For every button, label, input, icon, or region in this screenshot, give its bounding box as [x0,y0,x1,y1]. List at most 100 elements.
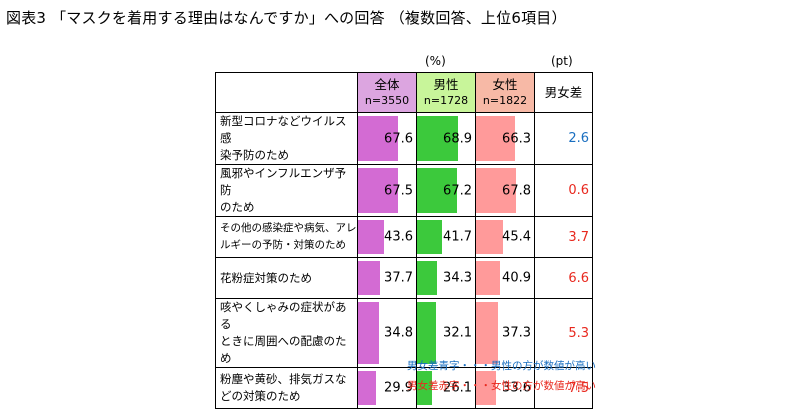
bar-all [358,116,398,161]
bar-male [417,220,442,254]
value-male: 34.3 [443,270,472,286]
value-male: 26.1 [443,380,472,396]
note-blue: 男女差青字・・・男性の方が数値が高い [407,360,596,372]
cell-all: 67.6 [357,112,417,165]
header-diff: 男女差 [534,72,593,113]
cell-all: 37.7 [357,257,417,299]
value-female: 33.6 [502,380,531,396]
value-female: 45.4 [502,229,531,245]
table-row: その他の感染症や病気、アレ ルギーの予防・対策のため 43.6 41.7 45.4 3.7 [215,216,593,258]
value-diff: 0.6 [534,164,593,217]
table-body: 新型コロナなどウイルス感 染予防のため 67.6 68.9 66.3 2.6 風邪やインフル… [215,112,593,409]
cell-female: 37.3 [475,298,535,368]
row-label-line: ルギーの予防・対策のため [220,239,346,251]
header-all-name: 全体 [374,76,400,92]
cell-male: 34.3 [416,257,476,299]
header-row: 全体 n=3550 男性 n=1728 女性 n=1822 男女差 [215,72,593,113]
header-male-n: n=1728 [423,93,469,107]
value-all: 29.9 [384,380,413,396]
header-all: 全体 n=3550 [357,72,417,113]
header-all-n: n=3550 [364,93,410,107]
bar-all [358,371,376,405]
row-label-line: どの対策のため [220,389,301,403]
bar-male [417,302,436,364]
cell-male: 32.1 [416,298,476,368]
cell-female: 66.3 [475,112,535,165]
value-all: 37.7 [384,270,413,286]
value-male: 41.7 [443,229,472,245]
bar-all [358,261,381,295]
cell-male: 26.1 [416,367,476,409]
row-label: 新型コロナなどウイルス感染予防のため [215,112,358,165]
row-label: 咳やくしゃみの症状がある ときに周囲への配慮のため [215,298,358,368]
header-blank [215,72,358,113]
row-label-line: のため [220,200,255,214]
row-label-line: 染予防のため [220,148,289,162]
value-diff: 3.7 [534,216,593,258]
cell-female: 45.4 [475,216,535,258]
header-female: 女性 n=1822 [475,72,535,113]
table-row: 新型コロナなどウイルス感染予防のため 67.6 68.9 66.3 2.6 [215,112,593,165]
value-female: 37.3 [502,325,531,341]
header-diff-name: 男女差 [544,84,583,100]
row-label-line: その他の感染症や病気、アレ [220,222,357,234]
cell-male: 67.2 [416,164,476,217]
cell-female: 33.6 [475,367,535,409]
row-label: 粉塵や黄砂、排気ガスな どの対策のため [215,367,358,409]
cell-male: 68.9 [416,112,476,165]
row-label: 風邪やインフルエンザ予防のため [215,164,358,217]
value-all: 43.6 [384,229,413,245]
cell-female: 67.8 [475,164,535,217]
bar-all [358,168,398,213]
cell-all: 43.6 [357,216,417,258]
cell-all: 67.5 [357,164,417,217]
row-label-line: 咳やくしゃみの症状がある [220,300,347,331]
row-label-line: 粉塵や黄砂、排気ガスな [220,372,347,386]
bar-all [358,302,379,364]
value-male: 67.2 [443,183,472,198]
cell-male: 41.7 [416,216,476,258]
header-male: 男性 n=1728 [416,72,476,113]
row-label-line: 風邪やインフルエンザ予防 [220,166,347,197]
table-row: 風邪やインフルエンザ予防 のため 67.5 67.2 67.8 0.6 [215,164,593,217]
value-diff: 7.5 [534,367,593,409]
cell-female: 40.9 [475,257,535,299]
row-label-line: ときに周囲への配慮のため [220,334,347,365]
bar-female [476,371,496,405]
unit-pt: (pt) [551,54,573,68]
chart-title: 図表3 「マスクを着用する理由はなんですか」への回答 （複数回答、上位6項目） [6,9,567,27]
table-row: 粉塵や黄砂、排気ガスな どの対策のため 29.9 26.1 33.6 7.5 [215,367,593,409]
value-female: 66.3 [502,131,531,146]
header-male-name: 男性 [433,76,459,92]
cell-all: 29.9 [357,367,417,409]
value-male: 32.1 [443,325,472,341]
bar-male [417,168,457,213]
value-diff: 6.6 [534,257,593,299]
reason-table: 全体 n=3550 男性 n=1728 女性 n=1822 男女差 新型コロナな… [215,72,593,409]
row-label: その他の感染症や病気、アレ ルギーの予防・対策のため [215,216,358,258]
bar-male [417,261,438,295]
value-diff: 5.3 [534,298,593,368]
bar-female [476,168,516,213]
row-label: 花粉症対策のため [215,257,358,299]
value-diff: 2.6 [534,112,593,165]
note-red: 男女差赤字・・・女性の方が数値が高い [407,380,596,392]
table-row: 咳やくしゃみの症状がある ときに周囲への配慮のため 34.8 32.1 37.3 5.3 [215,298,593,368]
bar-male [417,116,458,161]
bar-all [358,220,384,254]
table-row: 花粉症対策のため 37.7 34.3 40.9 6.6 [215,257,593,299]
bar-female [476,302,498,364]
value-female: 67.8 [502,183,531,198]
value-all: 67.6 [384,131,413,146]
bar-female [476,116,516,161]
bar-male [417,371,433,405]
header-female-n: n=1822 [482,93,528,107]
bar-female [476,220,503,254]
unit-percent: (%) [425,54,446,68]
value-all: 34.8 [384,325,413,341]
header-female-name: 女性 [492,76,518,92]
row-label-line: 新型コロナなどウイルス感 [220,114,347,145]
value-female: 40.9 [502,270,531,286]
value-male: 68.9 [443,131,472,146]
row-label-line: 花粉症対策のため [220,270,312,285]
